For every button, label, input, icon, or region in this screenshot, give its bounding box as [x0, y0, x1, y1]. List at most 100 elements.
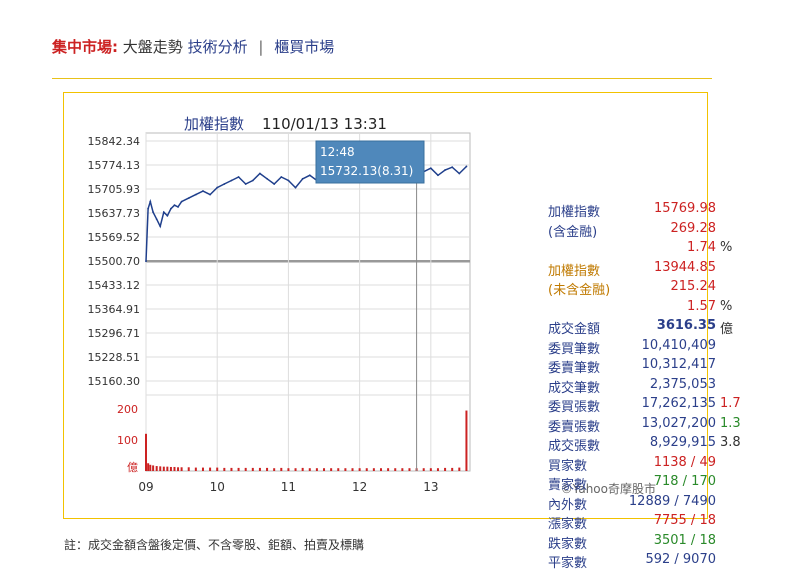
stat-row: 平家數 592 / 9070 [548, 552, 738, 571]
x-tick-label: 09 [138, 480, 153, 494]
volume-bar [223, 467, 226, 471]
index-point [244, 183, 247, 185]
x-tick-label: 12 [352, 480, 367, 494]
stat-suffix: 億 [720, 322, 734, 337]
y-tick-label: 15842.34 [88, 135, 141, 148]
stat-label: 成交張數 [548, 439, 601, 454]
volume-tick-label: 100 [117, 434, 138, 447]
volume-bar [180, 467, 183, 471]
volume-bar [344, 468, 347, 471]
stat-label: 跌家數 [548, 536, 588, 552]
stat-label: 加權指數 [548, 263, 601, 279]
volume-bar [209, 467, 212, 471]
volume-bar [230, 467, 233, 471]
stat-label: 委買筆數 [548, 341, 601, 357]
stat-row: (未含金融) 215.24 [548, 279, 738, 298]
stat-label: (未含金融) [548, 283, 611, 298]
index-point [159, 225, 162, 228]
volume-bar [323, 468, 326, 471]
volume-bar [444, 467, 447, 471]
stat-label: (含金融) [548, 224, 598, 240]
stat-row: 買家數 1138 / 49 [548, 455, 738, 474]
volume-bar [162, 466, 165, 471]
volume-bar [365, 468, 368, 471]
tab-technical-analysis[interactable]: 技術分析 [187, 38, 248, 56]
stat-label: 內外數 [548, 497, 588, 513]
index-point [294, 186, 297, 189]
index-point [187, 197, 190, 200]
index-point [429, 167, 432, 170]
stat-value: 592 / 9070 [645, 552, 716, 567]
volume-bar [244, 467, 247, 471]
stat-row: 委買張數 17,262,135 1.7 [548, 396, 741, 415]
volume-bar [308, 468, 311, 471]
stat-value: 718 / 170 [653, 474, 716, 489]
volume-bar [173, 466, 176, 471]
stat-value: 13,027,200 [641, 415, 716, 431]
index-point [162, 211, 165, 214]
chart-datetime: 110/01/13 13:31 [262, 115, 387, 133]
nav-separator: | [258, 38, 264, 56]
stat-value: 10,312,417 [641, 357, 716, 372]
volume-bar [394, 468, 397, 471]
stat-value: 215.24 [670, 279, 717, 294]
y-tick-label: 15569.52 [88, 231, 141, 244]
stat-value: 1138 / 49 [653, 454, 716, 470]
stat-value: 1.57 [687, 298, 716, 314]
index-point [173, 204, 176, 207]
volume-bar [358, 468, 361, 471]
stat-label: 成交筆數 [548, 380, 601, 396]
index-point [147, 207, 150, 210]
stat-row: 跌家數 3501 / 18 [548, 533, 738, 552]
index-point [152, 211, 155, 214]
index-point [194, 193, 197, 196]
stat-value: 8,929,915 [649, 435, 716, 450]
volume-bar [201, 467, 204, 471]
stat-value: 13944.85 [653, 259, 716, 275]
y-tick-label: 15296.71 [88, 327, 141, 340]
plot-frame [145, 132, 471, 472]
stat-value: 1.74 [687, 240, 716, 255]
y-tick-label: 15705.93 [88, 183, 141, 196]
index-point [458, 172, 461, 175]
stat-row: 委賣張數 13,027,200 1.3 [548, 415, 741, 435]
index-point [209, 193, 211, 196]
index-chart[interactable]: 加權指數 110/01/13 13:31 15842.34 15774.13 15705… [64, 93, 709, 520]
volume-bar [301, 467, 304, 471]
index-point [170, 207, 172, 210]
volume-bar [147, 463, 150, 471]
tab-otc-market[interactable]: 櫃買市場 [274, 38, 335, 56]
volume-bar [251, 467, 254, 471]
stat-row: 委賣筆數 10,312,417 [548, 357, 738, 376]
market-label: 集中市場: [52, 38, 118, 56]
volume-bar [152, 465, 155, 471]
index-point [202, 190, 204, 192]
stat-value: 15769.98 [653, 201, 716, 216]
tab-trend[interactable]: 大盤走勢 [122, 38, 183, 56]
index-point [223, 183, 226, 185]
volume-bar [436, 468, 439, 471]
volume-bar [273, 468, 276, 471]
stat-label: 漲家數 [548, 517, 588, 532]
volume-bar [145, 433, 147, 471]
index-point [301, 177, 304, 180]
volume-tick-label: 億 [127, 461, 138, 474]
stat-row: 賣家數 718 / 170 [548, 474, 738, 493]
tooltip-time: 12:48 [320, 145, 355, 159]
stat-row: 加權指數 15769.98 [548, 201, 738, 220]
index-point [451, 166, 454, 169]
stat-label: 委賣筆數 [548, 361, 601, 376]
stat-suffix: % [720, 240, 733, 255]
volume-bar [159, 466, 162, 471]
y-tick-label: 15160.30 [88, 375, 141, 388]
volume-bar [458, 467, 461, 471]
index-point [465, 165, 468, 168]
volume-bar [422, 468, 425, 471]
volume-bar [287, 468, 290, 471]
index-point [155, 218, 158, 221]
volume-bar [337, 468, 340, 471]
volume-bar [280, 467, 283, 471]
volume-bar [169, 466, 172, 471]
volume-bar [379, 468, 382, 471]
y-tick-label: 15228.51 [88, 351, 141, 364]
